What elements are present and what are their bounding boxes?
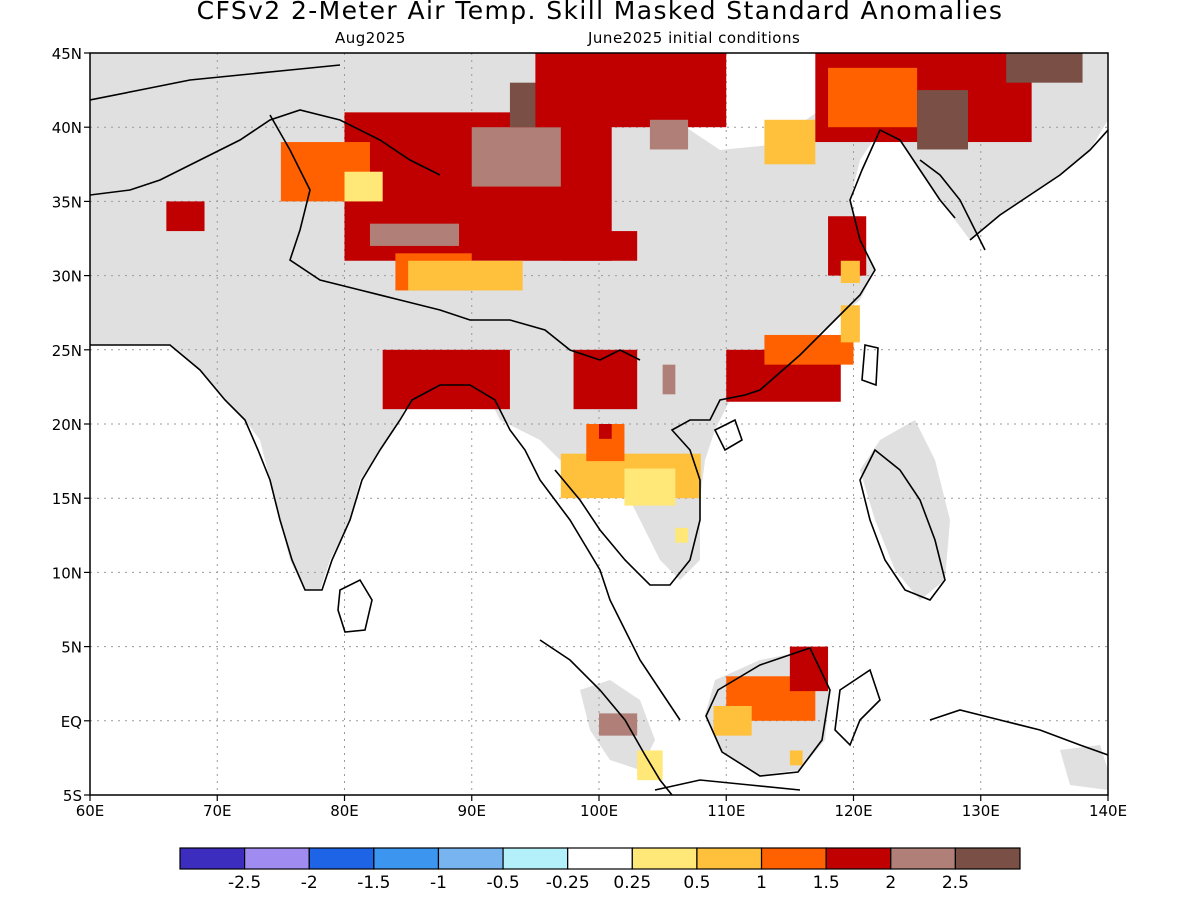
legend-swatch bbox=[373, 847, 440, 870]
lon-tick-label: 140E bbox=[1089, 802, 1127, 820]
anomaly-cell bbox=[840, 260, 860, 284]
lat-tick-label: 10N bbox=[52, 564, 82, 582]
anomaly-cell bbox=[471, 127, 561, 187]
legend-label: 2.5 bbox=[942, 873, 969, 893]
legend-swatch bbox=[437, 847, 504, 870]
chart-title: CFSv2 2-Meter Air Temp. Skill Masked Sta… bbox=[196, 0, 1004, 25]
lon-tick-label: 60E bbox=[76, 802, 105, 820]
anomaly-cell bbox=[662, 364, 676, 395]
anomaly-cell bbox=[713, 705, 752, 736]
lon-tick-label: 110E bbox=[707, 802, 745, 820]
anomaly-cell bbox=[828, 67, 918, 128]
valid-month-label: Aug2025 bbox=[335, 29, 406, 47]
anomaly-cell bbox=[637, 750, 663, 781]
anomaly-cell bbox=[1006, 53, 1083, 83]
anomaly-cell bbox=[535, 53, 727, 128]
anomaly-cell bbox=[764, 334, 854, 365]
legend-label: -2.5 bbox=[228, 873, 261, 893]
lat-tick-label: 40N bbox=[52, 119, 82, 137]
coastlines bbox=[90, 64, 1108, 795]
anomaly-cell bbox=[369, 223, 460, 246]
anomaly-cell bbox=[675, 527, 689, 543]
lon-tick-label: 70E bbox=[203, 802, 232, 820]
lon-tick-label: 80E bbox=[330, 802, 359, 820]
lat-tick-label: EQ bbox=[61, 713, 82, 731]
initial-conditions-label: June2025 initial conditions bbox=[588, 29, 801, 47]
legend-swatch bbox=[825, 847, 892, 870]
anomaly-cell bbox=[789, 646, 829, 692]
anomaly-cell bbox=[573, 349, 638, 410]
lat-tick-label: 5S bbox=[63, 787, 82, 805]
legend-label: 1 bbox=[756, 873, 767, 893]
anomaly-cell bbox=[917, 90, 969, 150]
lat-tick-label: 5N bbox=[61, 639, 82, 657]
lon-tick-label: 100E bbox=[580, 802, 618, 820]
lat-tick-label: 20N bbox=[52, 416, 82, 434]
map-frame bbox=[89, 52, 1109, 796]
legend-swatch bbox=[244, 847, 310, 870]
anomaly-cell bbox=[764, 119, 816, 165]
anomaly-cell bbox=[649, 119, 689, 150]
legend-label: -2 bbox=[301, 873, 318, 893]
anomaly-cell bbox=[382, 349, 510, 410]
anomaly-cell bbox=[166, 201, 205, 232]
legend-label: -0.5 bbox=[486, 873, 519, 893]
legend-label: -0.25 bbox=[546, 873, 590, 893]
lon-tick-label: 130E bbox=[962, 802, 1000, 820]
legend-swatch bbox=[631, 847, 698, 870]
lat-tick-label: 25N bbox=[52, 342, 82, 360]
legend-swatch bbox=[179, 847, 246, 870]
lon-tick-label: 120E bbox=[834, 802, 872, 820]
anomaly-cell bbox=[408, 260, 523, 291]
lat-tick-label: 35N bbox=[52, 193, 82, 211]
anomaly-cells bbox=[166, 53, 1083, 781]
legend-swatch bbox=[308, 847, 375, 870]
lat-tick-label: 30N bbox=[52, 268, 82, 286]
color-legend: -2.5 -2 -1.5 -1 -0.5 -0.25 0.25 0.5 1 1.5 2 2.5 bbox=[179, 847, 1021, 893]
legend-label: -1 bbox=[430, 873, 447, 893]
legend-label: 0.25 bbox=[613, 873, 651, 893]
anomaly-cell bbox=[599, 424, 612, 439]
legend-swatch bbox=[954, 847, 1021, 870]
anomaly-cell bbox=[789, 750, 803, 766]
legend-label: 2 bbox=[885, 873, 896, 893]
legend-label: -1.5 bbox=[357, 873, 390, 893]
legend-swatch bbox=[696, 847, 763, 870]
legend-label: 1.5 bbox=[813, 873, 840, 893]
anomaly-cell bbox=[344, 171, 383, 202]
anomaly-cell bbox=[840, 305, 860, 343]
legend-swatch bbox=[760, 847, 827, 870]
lat-tick-label: 45N bbox=[52, 45, 82, 63]
lat-tick-label: 15N bbox=[52, 490, 82, 508]
legend-label: 0.5 bbox=[683, 873, 710, 893]
anomaly-cell bbox=[560, 231, 638, 261]
lon-tick-label: 90E bbox=[457, 802, 486, 820]
anomaly-cell bbox=[599, 713, 638, 736]
legend-swatch bbox=[567, 847, 633, 870]
anomaly-cell bbox=[624, 468, 676, 506]
legend-swatch bbox=[890, 847, 956, 870]
legend-swatch bbox=[502, 847, 569, 870]
